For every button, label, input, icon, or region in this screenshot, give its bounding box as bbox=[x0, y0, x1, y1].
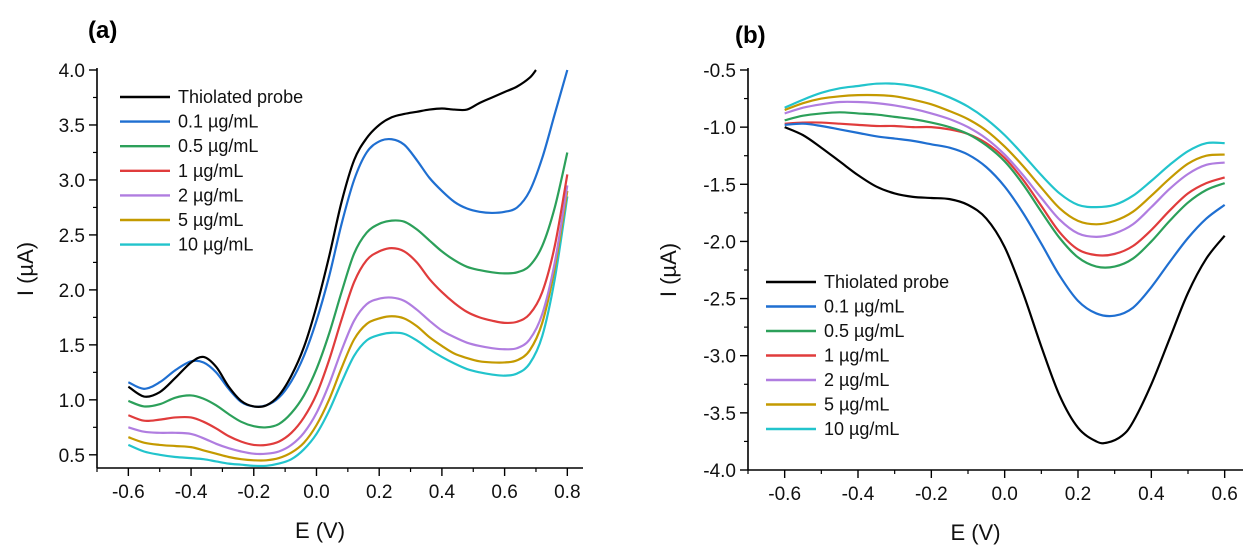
y-tick-label: -2.5 bbox=[703, 290, 736, 311]
legend-label-5: 5 µg/mL bbox=[824, 395, 889, 415]
x-tick-label: 0.6 bbox=[1211, 484, 1237, 505]
y-axis-title: I (µA) bbox=[13, 242, 38, 296]
x-tick-label: 0.4 bbox=[429, 482, 456, 503]
y-tick-label: 2.0 bbox=[59, 281, 85, 302]
panel-b: (b) -0.6 -0.4 -0.2 0.0 0.2 0.4 0.6 -4.0 -3.5 -3.0 -… bbox=[656, 22, 1243, 545]
y-tick-label: -0.5 bbox=[703, 61, 736, 82]
y-tick-label: -1.5 bbox=[703, 175, 736, 196]
x-tick-label: 0.4 bbox=[1138, 484, 1165, 505]
y-tick-label: 1.0 bbox=[59, 391, 85, 412]
series-line-6 bbox=[784, 82, 1225, 209]
y-tick-label: 4.0 bbox=[59, 61, 85, 82]
x-tick-label: -0.2 bbox=[915, 484, 948, 505]
x-tick-label: 0.2 bbox=[1065, 484, 1091, 505]
y-tick-label: 2.5 bbox=[59, 226, 85, 247]
series-line-3 bbox=[127, 174, 569, 447]
legend-label-3: 1 µg/mL bbox=[178, 161, 243, 181]
y-tick-label: -3.5 bbox=[703, 404, 736, 425]
y-tick-label: 0.5 bbox=[59, 446, 85, 467]
legend-label-0: Thiolated probe bbox=[178, 87, 303, 107]
x-tick-label: -0.2 bbox=[237, 482, 270, 503]
legend-label-1: 0.1 µg/mL bbox=[178, 112, 258, 132]
x-tick-label: -0.4 bbox=[175, 482, 208, 503]
legend: Thiolated probe 0.1 µg/mL 0.5 µg/mL 1 µg/mL… bbox=[766, 272, 949, 439]
series-line-2 bbox=[127, 152, 569, 429]
legend-label-3: 1 µg/mL bbox=[824, 346, 889, 366]
series-group bbox=[784, 82, 1226, 445]
x-axis-title: E (V) bbox=[295, 518, 345, 543]
x-tick-label: -0.4 bbox=[842, 484, 875, 505]
legend-label-4: 2 µg/mL bbox=[178, 185, 243, 205]
legend-label-2: 0.5 µg/mL bbox=[178, 136, 258, 156]
series-group bbox=[127, 69, 569, 468]
series-line-2 bbox=[784, 111, 1226, 269]
series-line-1 bbox=[127, 69, 569, 408]
series-line-3 bbox=[784, 121, 1225, 257]
y-tick-label: 1.5 bbox=[59, 336, 85, 357]
x-tick-label: 0.6 bbox=[491, 482, 517, 503]
series-line-4 bbox=[784, 100, 1225, 238]
y-tick-label: -4.0 bbox=[703, 461, 736, 482]
panel-label: (a) bbox=[88, 17, 117, 44]
series-line-0 bbox=[127, 69, 537, 408]
panel-label: (b) bbox=[735, 22, 766, 49]
x-tick-label: -0.6 bbox=[768, 484, 801, 505]
legend-label-6: 10 µg/mL bbox=[824, 419, 899, 439]
y-axis-title: I (µA) bbox=[656, 243, 681, 297]
x-tick-label: 0.2 bbox=[366, 482, 392, 503]
y-tick-label: -2.0 bbox=[703, 232, 736, 253]
x-tick-label: 0.0 bbox=[303, 482, 329, 503]
legend-label-1: 0.1 µg/mL bbox=[824, 297, 904, 317]
y-tick-label: -1.0 bbox=[703, 118, 736, 139]
series-line-1 bbox=[784, 122, 1226, 318]
series-line-0 bbox=[784, 126, 1226, 445]
y-tick-label: 3.5 bbox=[59, 116, 85, 137]
series-line-6 bbox=[127, 196, 569, 468]
legend-label-0: Thiolated probe bbox=[824, 272, 949, 292]
y-tick-label: 3.0 bbox=[59, 171, 85, 192]
panel-a: (a) -0.6 -0.4 -0.2 0.0 0.2 0.4 0.6 0.8 0.5 1.0 1.5 2… bbox=[13, 17, 583, 543]
series-line-5 bbox=[127, 190, 569, 462]
x-tick-label: -0.6 bbox=[112, 482, 145, 503]
legend: Thiolated probe 0.1 µg/mL 0.5 µg/mL 1 µg/mL… bbox=[120, 87, 303, 255]
x-tick-label: 0.0 bbox=[991, 484, 1017, 505]
x-axis-title: E (V) bbox=[950, 520, 1000, 545]
series-line-5 bbox=[784, 93, 1225, 226]
legend-label-6: 10 µg/mL bbox=[178, 235, 253, 255]
x-tick-label: 0.8 bbox=[554, 482, 580, 503]
legend-label-2: 0.5 µg/mL bbox=[824, 321, 904, 341]
legend-label-5: 5 µg/mL bbox=[178, 210, 243, 230]
y-tick-label: -3.0 bbox=[703, 347, 736, 368]
legend-label-4: 2 µg/mL bbox=[824, 370, 889, 390]
series-line-4 bbox=[128, 185, 569, 456]
